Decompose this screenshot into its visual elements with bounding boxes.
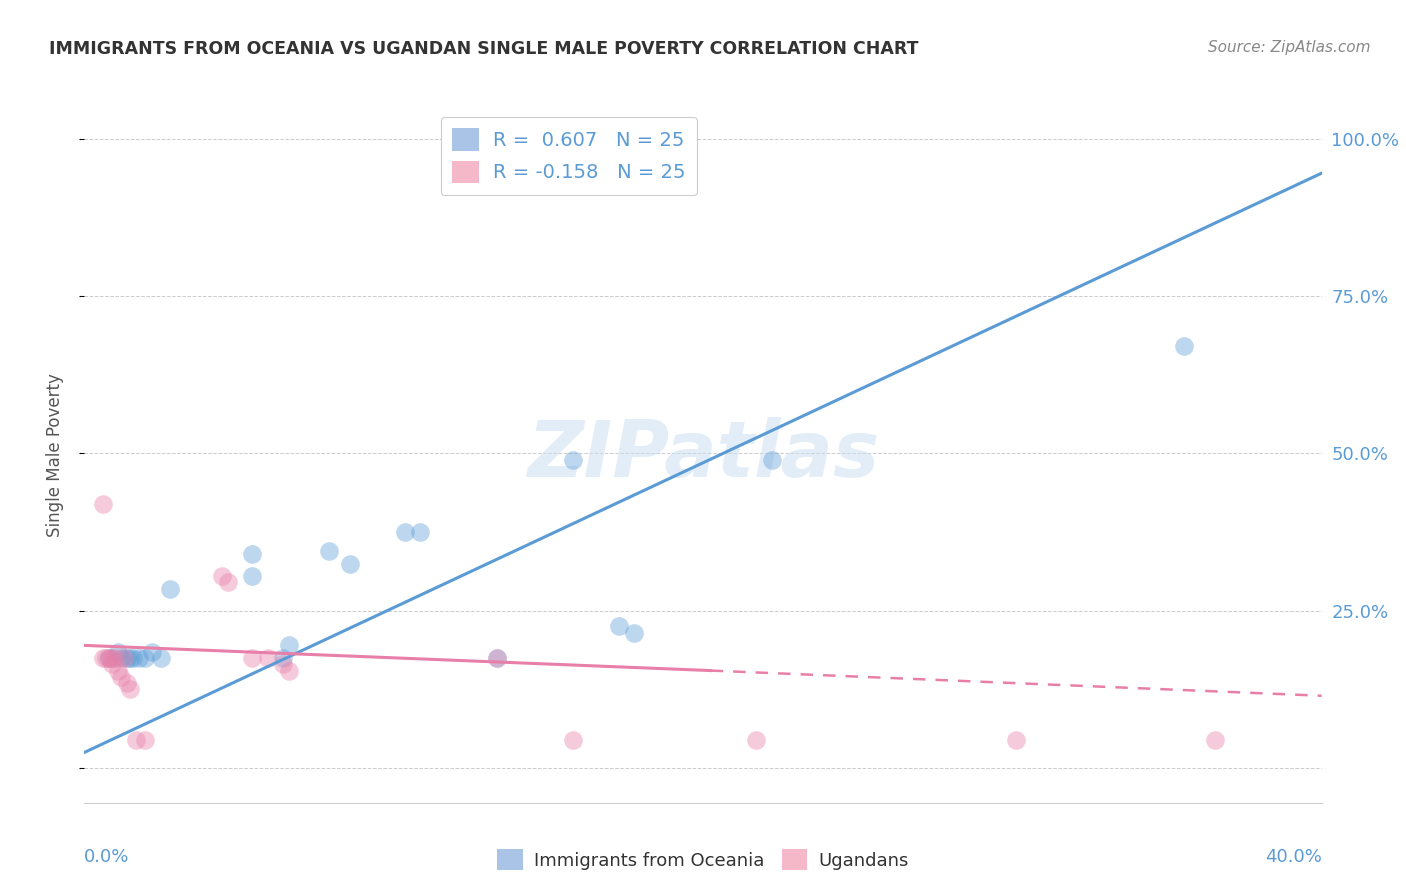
Point bbox=[1173, 339, 1195, 353]
Point bbox=[115, 676, 138, 690]
Point bbox=[97, 651, 120, 665]
Point bbox=[485, 651, 508, 665]
Point bbox=[159, 582, 181, 596]
Point bbox=[125, 732, 148, 747]
Point bbox=[562, 452, 585, 467]
Point bbox=[271, 651, 294, 665]
Point bbox=[409, 524, 432, 539]
Point bbox=[623, 625, 645, 640]
Point bbox=[242, 547, 264, 561]
Point bbox=[97, 651, 120, 665]
Text: Source: ZipAtlas.com: Source: ZipAtlas.com bbox=[1208, 40, 1371, 55]
Point bbox=[271, 657, 294, 672]
Point bbox=[110, 651, 132, 665]
Point bbox=[104, 651, 127, 665]
Point bbox=[242, 569, 264, 583]
Text: 0.0%: 0.0% bbox=[84, 848, 129, 866]
Text: ZIPatlas: ZIPatlas bbox=[527, 417, 879, 493]
Point bbox=[110, 670, 132, 684]
Y-axis label: Single Male Poverty: Single Male Poverty bbox=[45, 373, 63, 537]
Point bbox=[607, 619, 630, 633]
Point bbox=[122, 651, 145, 665]
Point bbox=[101, 651, 124, 665]
Point bbox=[120, 682, 142, 697]
Point bbox=[1204, 732, 1226, 747]
Point bbox=[745, 732, 768, 747]
Point bbox=[94, 651, 117, 665]
Point bbox=[128, 651, 150, 665]
Point bbox=[107, 645, 129, 659]
Point bbox=[91, 497, 114, 511]
Point bbox=[211, 569, 233, 583]
Point bbox=[134, 651, 156, 665]
Point bbox=[120, 651, 142, 665]
Point bbox=[217, 575, 239, 590]
Point bbox=[256, 651, 278, 665]
Point bbox=[562, 732, 585, 747]
Point bbox=[101, 657, 124, 672]
Point bbox=[242, 651, 264, 665]
Point bbox=[278, 664, 301, 678]
Point bbox=[1005, 732, 1028, 747]
Point bbox=[278, 639, 301, 653]
Point bbox=[318, 544, 340, 558]
Point bbox=[339, 557, 361, 571]
Legend: R =  0.607   N = 25, R = -0.158   N = 25: R = 0.607 N = 25, R = -0.158 N = 25 bbox=[440, 117, 697, 194]
Point bbox=[107, 664, 129, 678]
Point bbox=[485, 651, 508, 665]
Point bbox=[394, 524, 416, 539]
Point bbox=[91, 651, 114, 665]
Text: 40.0%: 40.0% bbox=[1265, 848, 1322, 866]
Point bbox=[115, 651, 138, 665]
Point bbox=[149, 651, 172, 665]
Point bbox=[141, 645, 163, 659]
Point bbox=[134, 732, 156, 747]
Text: IMMIGRANTS FROM OCEANIA VS UGANDAN SINGLE MALE POVERTY CORRELATION CHART: IMMIGRANTS FROM OCEANIA VS UGANDAN SINGL… bbox=[49, 40, 918, 58]
Point bbox=[761, 452, 783, 467]
Point bbox=[112, 651, 135, 665]
